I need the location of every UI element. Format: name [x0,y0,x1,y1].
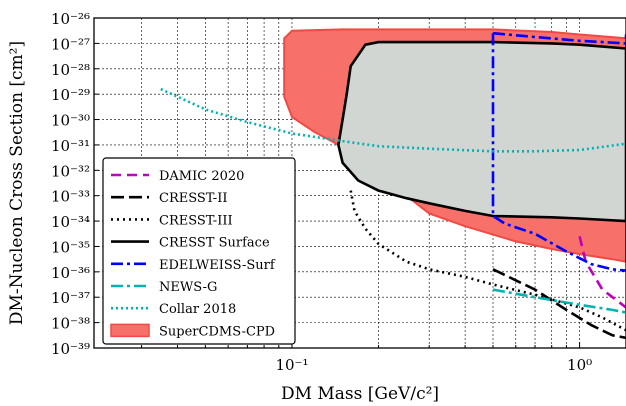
y-tick-label: 10⁻²⁶ [51,10,90,28]
legend-label-edelweiss-surf: EDELWEISS-Surf [159,258,276,273]
damic-2020-line [578,235,626,309]
x-tick-label: 10⁻¹ [275,356,308,374]
legend-label-cresst-iii: CRESST-III [159,213,233,228]
edelweiss-surf-line [492,31,626,45]
news-g-line [492,288,626,314]
legend: DAMIC 2020 CRESST-II CRESST-III CRESST Surf… [102,157,296,345]
x-tick-label: 10⁰ [567,356,592,374]
regions-layer [283,28,626,263]
legend-label-cresst-surface: CRESST Surface [159,236,270,251]
y-tick-label: 10⁻³⁸ [51,315,90,333]
collar-2018-line [160,87,626,153]
plot-frame [93,17,626,349]
y-tick-label: 10⁻³² [51,162,90,180]
cresst-ii-line [492,268,626,340]
y-tick-label: 10⁻³⁰ [51,112,90,130]
y-tick-label: 10⁻²⁸ [51,61,90,79]
y-tick-label: 10⁻³⁹ [51,340,90,358]
cresst-surface-region [337,40,626,223]
legend-label-cresst-ii: CRESST-II [159,191,227,206]
legend-label-collar-2018: Collar 2018 [159,302,236,317]
y-tick-label: 10⁻³¹ [51,137,90,155]
legend-swatch-supercdms-cpd [110,323,150,338]
legend-label-damic-2020: DAMIC 2020 [159,169,244,184]
ticks: 10⁻²⁶ 10⁻²⁷ 10⁻²⁸ 10⁻²⁹ 10⁻³⁰ 10⁻³¹ 10⁻³² 10⁻³³… [51,10,592,374]
y-tick-label: 10⁻³⁶ [51,264,90,282]
y-tick-label: 10⁻²⁷ [51,35,90,53]
edelweiss-surf-line [491,33,626,272]
y-tick-label: 10⁻²⁹ [51,86,90,104]
y-tick-label: 10⁻³³ [51,188,90,206]
series-layer [160,31,626,340]
y-tick-label: 10⁻³⁴ [51,213,90,231]
y-tick-label: 10⁻³⁵ [51,238,90,256]
y-tick-label: 10⁻³⁷ [51,289,90,307]
legend-label-news-g: NEWS-G [159,280,217,295]
legend-box [102,157,296,345]
x-axis-label: DM Mass [GeV/c²] [281,384,439,404]
y-axis-label: DM-Nucleon Cross Section [cm²] [7,41,27,325]
legend-label-supercdms-cpd: SuperCDMS-CPD [159,324,275,339]
